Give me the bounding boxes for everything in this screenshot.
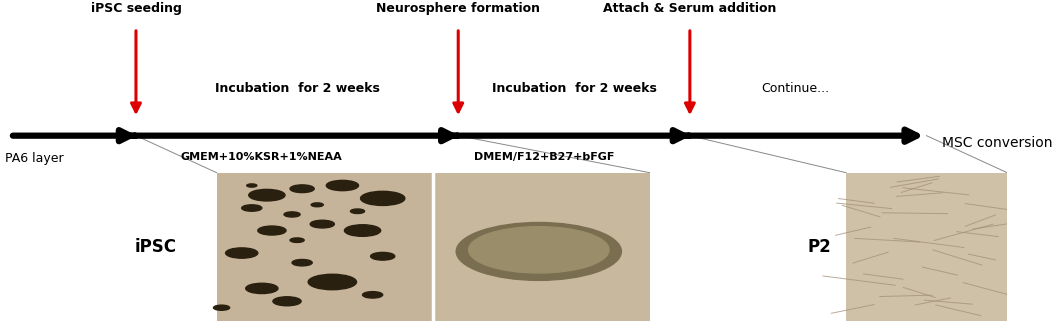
- Bar: [433, 173, 650, 320]
- Circle shape: [226, 248, 257, 258]
- Text: MSC conversion: MSC conversion: [942, 136, 1052, 150]
- Text: Attach & Serum addition: Attach & Serum addition: [603, 2, 777, 15]
- Circle shape: [273, 297, 301, 306]
- Circle shape: [284, 212, 300, 217]
- Text: iPSC seeding: iPSC seeding: [90, 2, 181, 15]
- Text: P2: P2: [808, 238, 831, 256]
- Text: Continue...: Continue...: [762, 82, 830, 95]
- Circle shape: [327, 181, 359, 191]
- Bar: [846, 173, 1008, 320]
- Circle shape: [249, 189, 285, 201]
- Circle shape: [290, 238, 304, 242]
- Text: PA6 layer: PA6 layer: [5, 152, 64, 165]
- Ellipse shape: [468, 227, 609, 273]
- Text: GMEM+10%KSR+1%NEAA: GMEM+10%KSR+1%NEAA: [181, 152, 343, 162]
- Text: Incubation  for 2 weeks: Incubation for 2 weeks: [215, 82, 380, 95]
- Text: iPSC: iPSC: [134, 238, 177, 256]
- Circle shape: [214, 305, 230, 310]
- Circle shape: [345, 225, 381, 236]
- Circle shape: [370, 252, 395, 260]
- Circle shape: [247, 184, 256, 187]
- Circle shape: [363, 292, 383, 298]
- Circle shape: [242, 205, 262, 211]
- Circle shape: [257, 226, 286, 235]
- Text: Incubation  for 2 weeks: Incubation for 2 weeks: [492, 82, 656, 95]
- Ellipse shape: [456, 222, 621, 280]
- Circle shape: [309, 274, 356, 290]
- Circle shape: [290, 185, 314, 193]
- Circle shape: [246, 283, 278, 294]
- Circle shape: [361, 191, 405, 205]
- Bar: [217, 173, 433, 320]
- Circle shape: [292, 259, 312, 266]
- Circle shape: [350, 209, 365, 214]
- Circle shape: [311, 203, 323, 207]
- Text: Neurosphere formation: Neurosphere formation: [377, 2, 541, 15]
- Text: DMEM/F12+B27+bFGF: DMEM/F12+B27+bFGF: [473, 152, 614, 162]
- Circle shape: [311, 220, 334, 228]
